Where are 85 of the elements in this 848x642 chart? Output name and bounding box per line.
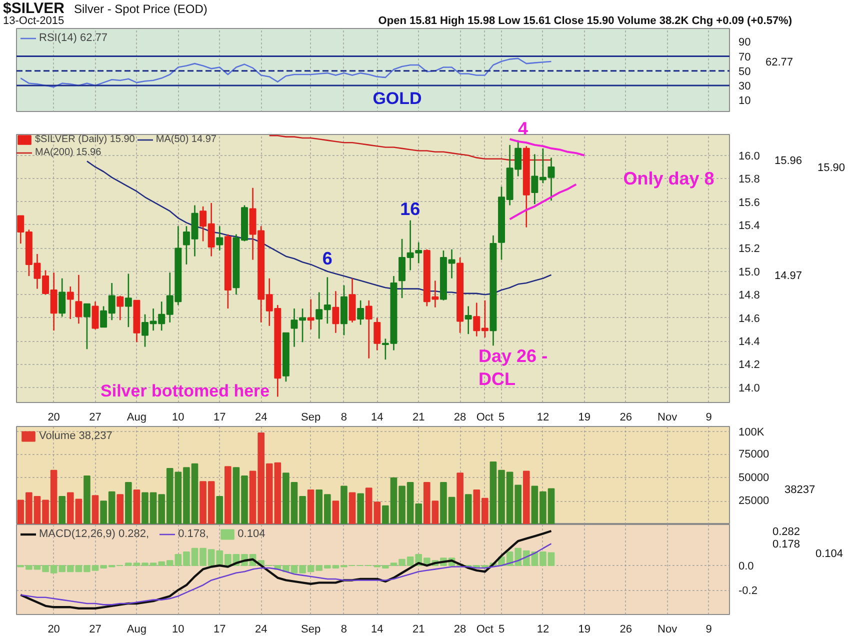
- x-tick-label: Oct: [476, 412, 494, 424]
- legend-label: MA(50) 14.97: [156, 134, 216, 145]
- legend-label: 0.178,: [178, 528, 209, 540]
- x-tick-label: 5: [498, 624, 505, 636]
- annotation: Silver bottomed here: [100, 381, 270, 400]
- text: 0.282: [772, 526, 800, 538]
- x-tick-label: 20: [48, 412, 60, 424]
- text: 14.97: [774, 270, 802, 282]
- x-tick-label: 28: [454, 412, 466, 424]
- y-tick-label: 10: [738, 95, 751, 108]
- x-tick-label: Nov: [658, 624, 678, 636]
- y-tick-label: 90: [738, 36, 751, 49]
- x-tick-label: 27: [89, 624, 102, 636]
- text: Open 15.81 High 15.98 Low 15.61 Close 15.90 Volume 38.2K Chg +0.09 (+0.57%): [378, 15, 792, 27]
- legend-label: $SILVER (Daily) 15.90: [35, 134, 135, 145]
- x-tick-label: 21: [412, 624, 425, 636]
- x-tick-label: 14: [371, 624, 384, 636]
- text: 13-Oct-2015: [3, 15, 64, 27]
- y-tick-label: 15.2: [738, 243, 760, 256]
- y-tick-label: 14.6: [738, 312, 760, 325]
- text: 0.104: [816, 548, 844, 560]
- x-tick-label: Sep: [301, 624, 321, 636]
- y-tick-label: 0.0: [738, 560, 754, 573]
- x-tick-label: 14: [371, 412, 384, 424]
- legend-label: MA(200) 15.96: [35, 147, 102, 158]
- y-tick-label: 14.4: [738, 336, 760, 348]
- x-tick-label: 10: [172, 624, 184, 636]
- y-tick-label: 50000: [738, 472, 770, 484]
- x-tick-label: 8: [340, 624, 348, 636]
- x-tick-label: Aug: [126, 412, 147, 424]
- annotation: Only day 8: [623, 168, 714, 188]
- y-tick-label: 14.0: [738, 382, 760, 394]
- y-tick-label: 15.4: [738, 220, 760, 232]
- y-tick-label: 15.8: [738, 174, 760, 186]
- x-tick-label: 12: [536, 412, 550, 424]
- legend-label: Volume 38,237: [39, 430, 112, 442]
- text: 0.178: [772, 538, 800, 551]
- y-tick-label: 16.0: [738, 150, 760, 162]
- x-tick-label: 17: [214, 412, 226, 424]
- x-tick-label: Sep: [301, 412, 321, 424]
- x-tick-label: Nov: [658, 412, 678, 424]
- chart-subtitle: Silver - Spot Price (EOD): [74, 2, 208, 16]
- text: 15.96: [774, 155, 802, 168]
- annotation: 16: [400, 198, 420, 219]
- annotation: Day 26 - DCL: [478, 346, 548, 390]
- x-tick-label: Oct: [476, 624, 494, 636]
- y-tick-label: 75000: [738, 448, 770, 460]
- x-tick-label: 12: [536, 624, 550, 636]
- x-tick-label: Aug: [126, 624, 147, 636]
- y-tick-label: 70: [738, 51, 751, 64]
- x-tick-label: 19: [578, 624, 591, 636]
- y-tick-label: 14.2: [738, 359, 760, 372]
- x-tick-label: 9: [706, 624, 712, 636]
- text: 38237: [784, 484, 816, 496]
- x-tick-label: 26: [620, 624, 632, 636]
- chart-title: $SILVER: [3, 0, 64, 17]
- x-tick-label: 20: [48, 624, 60, 636]
- annotation: 4: [518, 118, 528, 138]
- x-tick-label: 28: [454, 624, 466, 636]
- y-tick-label: 25000: [738, 495, 770, 508]
- x-tick-label: 24: [254, 412, 268, 424]
- y-tick-label: 30: [738, 80, 751, 92]
- x-tick-label: 8: [340, 412, 348, 424]
- x-tick-label: 27: [89, 412, 102, 424]
- x-tick-label: 17: [214, 624, 226, 636]
- annotation: 6: [322, 248, 332, 268]
- text: 62.77: [766, 56, 794, 69]
- text: 15.90: [818, 162, 846, 174]
- x-tick-label: 9: [706, 412, 712, 424]
- y-tick-label: 14.8: [738, 290, 760, 302]
- legend-label: 0.104: [238, 528, 266, 540]
- y-tick-label: -0.2: [738, 585, 758, 598]
- annotation: GOLD: [372, 88, 422, 108]
- x-tick-label: 5: [498, 412, 505, 424]
- y-tick-label: 100K: [738, 426, 765, 438]
- x-tick-label: 21: [412, 412, 425, 424]
- legend-label: RSI(14) 62.77: [39, 32, 108, 44]
- y-tick-label: 50: [738, 66, 751, 78]
- x-tick-label: 24: [254, 624, 268, 636]
- x-tick-label: 10: [172, 412, 184, 424]
- legend-label: MACD(12,26,9) 0.282,: [39, 528, 150, 540]
- x-tick-label: 19: [578, 412, 591, 424]
- y-tick-label: 15.0: [738, 266, 760, 278]
- x-tick-label: 26: [620, 412, 632, 424]
- y-tick-label: 15.6: [738, 196, 760, 209]
